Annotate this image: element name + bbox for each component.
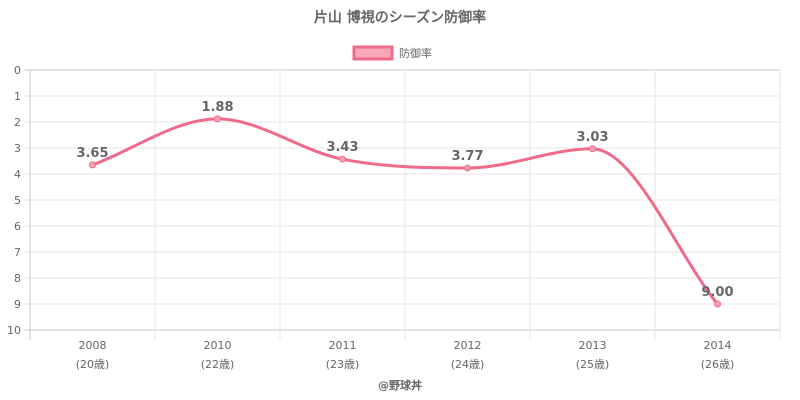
legend[interactable]: 防御率: [352, 45, 432, 61]
data-label: 3.65: [76, 146, 108, 161]
data-labels: 3.65 1.88 3.43 3.77 3.03 9.00: [76, 100, 733, 300]
series-line: [91, 117, 719, 305]
grid: [24, 69, 781, 340]
data-point[interactable]: [339, 155, 346, 163]
x-tick-label: 2012: [454, 339, 482, 352]
x-axis-ticks: 2008 (20歳) 2010 (22歳) 2011 (23歳) 2012 (24歳) 2013…: [76, 339, 735, 371]
y-tick-label: 8: [14, 272, 21, 285]
y-tick-label: 6: [14, 220, 21, 233]
y-tick-label: 7: [14, 246, 21, 259]
data-label: 1.88: [201, 100, 233, 115]
y-tick-label: 9: [14, 298, 21, 311]
y-tick-label: 2: [14, 116, 21, 129]
data-point[interactable]: [589, 145, 596, 153]
data-point[interactable]: [89, 161, 96, 169]
y-tick-label: 5: [14, 194, 21, 207]
data-point[interactable]: [714, 300, 721, 308]
y-tick-label: 1: [14, 90, 21, 103]
data-label: 3.43: [326, 140, 358, 155]
x-tick-sublabel: (22歳): [201, 358, 235, 371]
x-tick-label: 2011: [329, 339, 357, 352]
data-label: 3.03: [576, 130, 608, 145]
y-tick-label: 3: [14, 142, 21, 155]
chart-title: 片山 博視のシーズン防御率: [314, 9, 486, 26]
legend-label: 防御率: [399, 46, 432, 60]
y-tick-label: 4: [14, 168, 21, 181]
y-axis-ticks: 0 1 2 3 4 5 6 7 8 9 10: [7, 64, 21, 337]
x-tick-sublabel: (25歳): [576, 358, 610, 371]
footer-credit: @野球丼: [378, 378, 422, 392]
data-label: 9.00: [701, 285, 733, 300]
x-tick-label: 2013: [579, 339, 607, 352]
data-point[interactable]: [214, 115, 221, 123]
y-tick-label: 10: [7, 324, 21, 337]
data-label: 3.77: [451, 149, 483, 164]
data-point[interactable]: [464, 164, 471, 172]
x-tick-label: 2008: [79, 339, 107, 352]
y-tick-label: 0: [14, 64, 21, 77]
x-tick-sublabel: (24歳): [451, 358, 485, 371]
x-tick-sublabel: (23歳): [326, 358, 360, 371]
x-tick-sublabel: (20歳): [76, 358, 110, 371]
x-tick-label: 2010: [204, 339, 232, 352]
x-tick-label: 2014: [704, 339, 732, 352]
data-points: [89, 115, 721, 308]
legend-swatch: [352, 45, 394, 61]
x-tick-sublabel: (26歳): [701, 358, 735, 371]
